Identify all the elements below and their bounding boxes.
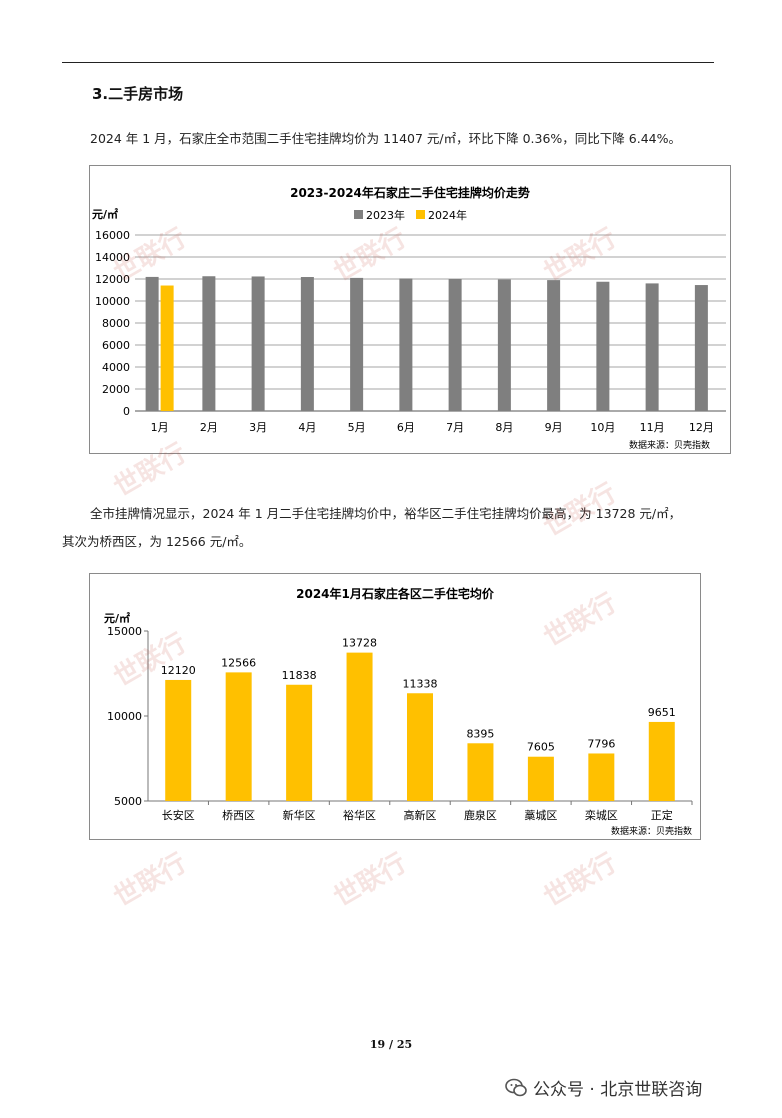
watermark: 世联行 <box>328 848 412 914</box>
y-tick-label: 0 <box>123 405 130 418</box>
x-tick-label: 7月 <box>446 421 464 434</box>
y-tick-label: 16000 <box>95 229 130 242</box>
chart-district: 2024年1月石家庄各区二手住宅均价 元/㎡ 数据来源：贝壳指数 5000 100… <box>89 573 701 840</box>
bar-2023 <box>202 276 216 411</box>
data-label: 12120 <box>161 664 196 677</box>
section-title: 3.二手房市场 <box>92 85 184 103</box>
y-axis-unit: 元/㎡ <box>92 207 118 221</box>
bar-2023 <box>694 285 708 411</box>
x-tick-label: 12月 <box>689 421 714 434</box>
x-tick-label: 11月 <box>640 421 665 434</box>
bar-district <box>648 721 675 801</box>
chart-district-svg: 2024年1月石家庄各区二手住宅均价 元/㎡ 数据来源：贝壳指数 5000 100… <box>104 586 693 837</box>
header-rule <box>62 62 714 63</box>
y-tick-label: 10000 <box>107 710 142 723</box>
data-label: 8395 <box>466 727 494 740</box>
data-label: 7796 <box>587 737 615 750</box>
paragraph-1: 2024 年 1 月，石家庄全市范围二手住宅挂牌均价为 11407 元/㎡，环比… <box>90 131 681 146</box>
x-tick-label: 3月 <box>249 421 267 434</box>
y-tick-label: 12000 <box>95 273 130 286</box>
y-tick-label: 14000 <box>95 251 130 264</box>
paragraph-2-line-2: 其次为桥西区，为 12566 元/㎡。 <box>62 534 252 549</box>
bar-district <box>588 753 615 801</box>
x-tick-label: 8月 <box>495 421 513 434</box>
bar-2023 <box>547 280 561 411</box>
wechat-icon <box>505 1078 527 1096</box>
bar-district <box>346 652 373 801</box>
x-tick-label: 2月 <box>200 421 218 434</box>
x-tick-label: 藁城区 <box>524 809 557 822</box>
paragraph-2-line-1: 全市挂牌情况显示，2024 年 1 月二手住宅挂牌均价中，裕华区二手住宅挂牌均价… <box>90 506 682 521</box>
bar-district <box>165 679 192 801</box>
legend-label-2024: 2024年 <box>428 208 467 222</box>
x-tick-label: 新华区 <box>283 808 316 822</box>
bar-district <box>407 693 433 801</box>
legend-swatch-2024 <box>416 210 425 219</box>
data-label: 11838 <box>282 669 317 682</box>
chart-title: 2023-2024年石家庄二手住宅挂牌均价走势 <box>290 185 530 200</box>
y-axis-unit: 元/㎡ <box>104 611 130 625</box>
x-tick-label: 正定 <box>651 808 673 822</box>
wechat-account[interactable]: 公众号 · 北京世联咨询 <box>505 1075 702 1100</box>
bar-district <box>467 743 494 801</box>
data-label: 12566 <box>221 656 256 669</box>
x-tick-label: 6月 <box>397 421 415 434</box>
data-label: 7605 <box>527 741 555 754</box>
x-tick-label: 1月 <box>151 421 169 434</box>
chart-trend-svg: 2023-2024年石家庄二手住宅挂牌均价走势 元/㎡ 2023年 2024年 … <box>92 185 726 451</box>
x-tick-label: 桥西区 <box>222 809 255 822</box>
y-tick-label: 2000 <box>102 383 130 396</box>
x-tick-label: 长安区 <box>162 808 195 822</box>
x-tick-label: 9月 <box>545 421 563 434</box>
data-label: 13728 <box>342 637 377 650</box>
x-tick-label: 高新区 <box>404 808 437 822</box>
x-tick-label: 裕华区 <box>343 808 376 822</box>
bar-2024 <box>160 285 174 411</box>
bar-2023 <box>497 279 511 411</box>
watermark: 世联行 <box>108 848 192 914</box>
legend-swatch-2023 <box>354 210 363 219</box>
chart-title: 2024年1月石家庄各区二手住宅均价 <box>296 586 495 601</box>
bar-2023 <box>145 276 159 411</box>
data-source: 数据来源：贝壳指数 <box>611 825 692 837</box>
x-tick-label: 栾城区 <box>585 808 618 822</box>
x-tick-label: 5月 <box>348 421 366 434</box>
x-tick-label: 10月 <box>590 421 615 434</box>
bar-2023 <box>645 283 659 411</box>
bar-district <box>225 672 252 801</box>
y-tick-label: 15000 <box>107 625 142 638</box>
watermark: 世联行 <box>538 848 622 914</box>
bar-2023 <box>251 276 265 411</box>
y-tick-label: 8000 <box>102 317 130 330</box>
x-tick-label: 鹿泉区 <box>464 808 497 822</box>
y-tick-label: 4000 <box>102 361 130 374</box>
bar-district <box>527 756 554 801</box>
bar-2023 <box>596 281 610 411</box>
data-label: 9651 <box>648 706 676 719</box>
bar-2023 <box>350 277 364 411</box>
x-tick-label: 4月 <box>298 421 316 434</box>
y-tick-label: 5000 <box>114 795 142 808</box>
y-tick-label: 6000 <box>102 339 130 352</box>
legend-label-2023: 2023年 <box>366 208 405 222</box>
chart-trend: 2023-2024年石家庄二手住宅挂牌均价走势 元/㎡ 2023年 2024年 … <box>89 165 731 454</box>
bar-district <box>286 684 313 801</box>
bar-2023 <box>300 277 314 411</box>
bar-2023 <box>399 278 413 411</box>
page-number: 19 / 25 <box>369 1038 413 1051</box>
wechat-account-label: 公众号 · 北京世联咨询 <box>533 1080 703 1100</box>
y-tick-label: 10000 <box>95 295 130 308</box>
bar-2023 <box>448 279 462 411</box>
data-label: 11338 <box>403 677 438 690</box>
data-source: 数据来源：贝壳指数 <box>629 439 710 451</box>
